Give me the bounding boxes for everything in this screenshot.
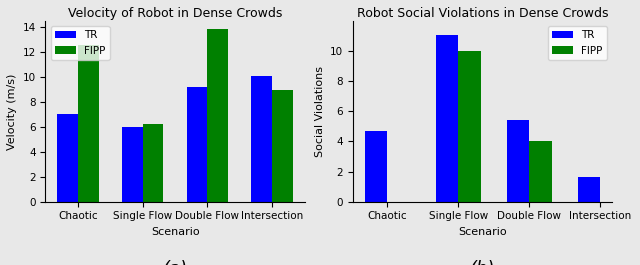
X-axis label: Scenario: Scenario — [151, 227, 200, 237]
Bar — [272, 90, 293, 202]
X-axis label: Scenario: Scenario — [458, 227, 507, 237]
Bar — [507, 120, 529, 202]
Bar — [122, 127, 143, 202]
Legend: TR, FIPP: TR, FIPP — [51, 26, 109, 60]
Text: (b): (b) — [470, 260, 495, 265]
Bar — [57, 114, 78, 202]
Y-axis label: Velocity (m/s): Velocity (m/s) — [7, 73, 17, 149]
Bar — [578, 177, 600, 202]
Bar — [143, 124, 163, 202]
Bar — [436, 35, 458, 202]
Legend: TR, FIPP: TR, FIPP — [548, 26, 607, 60]
Title: Robot Social Violations in Dense Crowds: Robot Social Violations in Dense Crowds — [357, 7, 608, 20]
Bar — [458, 51, 481, 202]
Bar — [529, 142, 552, 202]
Y-axis label: Social Violations: Social Violations — [314, 66, 324, 157]
Title: Velocity of Robot in Dense Crowds: Velocity of Robot in Dense Crowds — [68, 7, 282, 20]
Bar — [187, 87, 207, 202]
Bar — [78, 45, 99, 202]
Bar — [252, 76, 272, 202]
Bar — [207, 29, 228, 202]
Text: (a): (a) — [163, 260, 188, 265]
Bar — [365, 131, 387, 202]
